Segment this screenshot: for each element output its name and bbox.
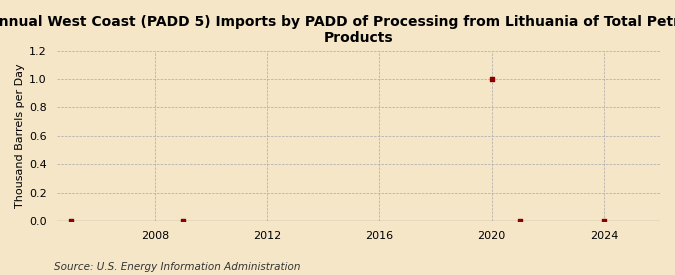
Point: [514, 219, 525, 223]
Point: [65, 219, 76, 223]
Point: [599, 219, 610, 223]
Title: Annual West Coast (PADD 5) Imports by PADD of Processing from Lithuania of Total: Annual West Coast (PADD 5) Imports by PA…: [0, 15, 675, 45]
Text: Source: U.S. Energy Information Administration: Source: U.S. Energy Information Administ…: [54, 262, 300, 272]
Y-axis label: Thousand Barrels per Day: Thousand Barrels per Day: [15, 64, 25, 208]
Point: [486, 77, 497, 81]
Point: [178, 219, 188, 223]
